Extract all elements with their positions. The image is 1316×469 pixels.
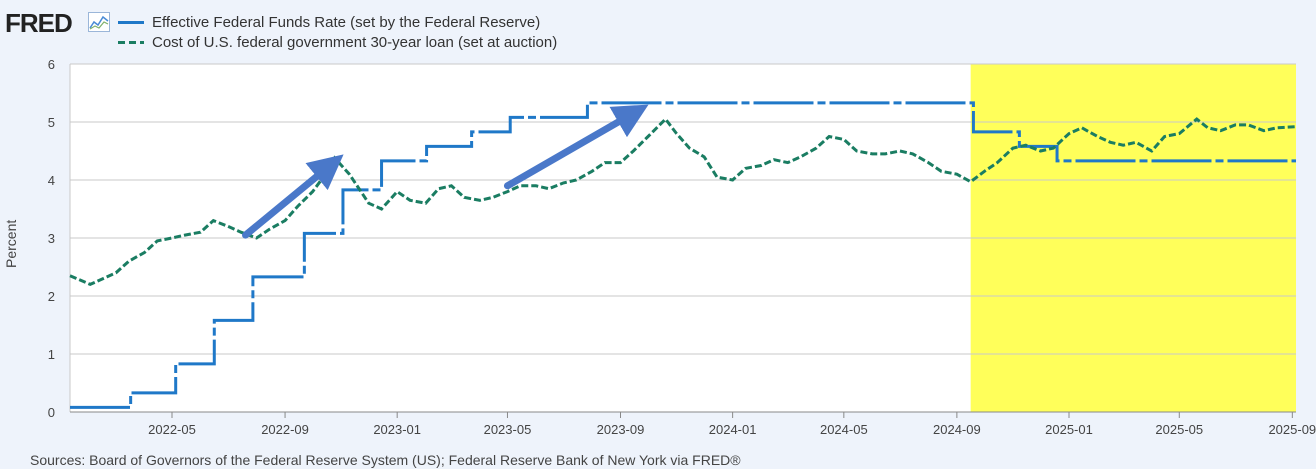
sources-note: Sources: Board of Governors of the Feder… [30, 452, 741, 468]
x-tick-label: 2024-01 [709, 422, 757, 437]
x-tick-label: 2023-09 [597, 422, 645, 437]
x-tick-label: 2022-09 [261, 422, 309, 437]
y-tick-label: 6 [48, 57, 55, 72]
y-tick-label: 2 [48, 289, 55, 304]
x-tick-label: 2024-09 [933, 422, 981, 437]
legend-label-0: Effective Federal Funds Rate (set by the… [152, 13, 541, 31]
fred-logo[interactable]: FRED [5, 8, 73, 38]
x-tick-label: 2025-05 [1155, 422, 1203, 437]
legend-label-1: Cost of U.S. federal government 30-year … [152, 33, 558, 51]
x-tick-label: 2025-09 [1268, 422, 1316, 437]
annotation-arrow [503, 104, 649, 190]
legend-swatch-solid [118, 17, 144, 27]
series-line-fed-funds [70, 101, 1296, 409]
y-tick-label: 3 [48, 231, 55, 246]
y-tick-label: 4 [48, 173, 55, 188]
line-chart-icon [88, 12, 110, 32]
series-line-30yr [69, 116, 1297, 287]
x-tick-label: 2022-05 [148, 422, 196, 437]
y-axis-label: Percent [3, 219, 19, 268]
y-tick-label: 1 [48, 347, 55, 362]
y-tick-label: 5 [48, 115, 55, 130]
x-tick-label: 2025-01 [1045, 422, 1093, 437]
x-tick-label: 2024-05 [820, 422, 868, 437]
x-tick-label: 2023-05 [484, 422, 532, 437]
x-tick-label: 2023-01 [373, 422, 421, 437]
legend-item-0[interactable]: Effective Federal Funds Rate (set by the… [118, 12, 557, 32]
annotation-arrow [242, 154, 344, 239]
chart-legend: Effective Federal Funds Rate (set by the… [118, 12, 557, 52]
legend-item-1[interactable]: Cost of U.S. federal government 30-year … [118, 32, 557, 52]
y-tick-label: 0 [48, 405, 55, 420]
legend-swatch-dashed [118, 37, 144, 47]
